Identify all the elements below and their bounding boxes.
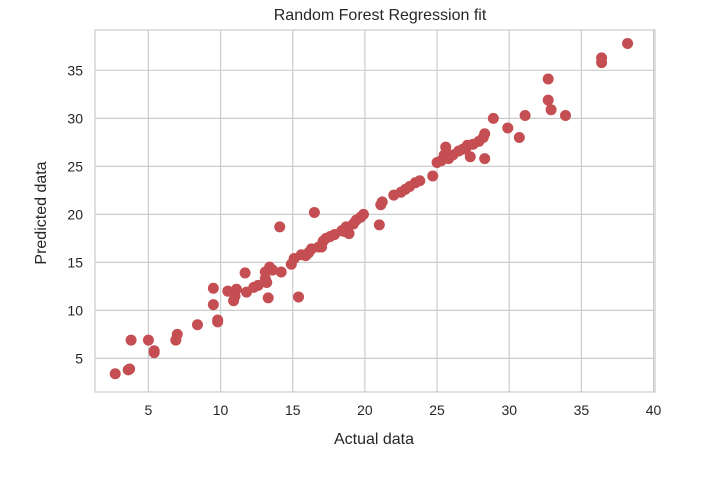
data-point	[261, 277, 273, 289]
x-tick-label: 40	[646, 402, 662, 418]
data-point	[487, 112, 499, 124]
x-tick-label: 10	[213, 402, 229, 418]
data-point	[191, 319, 203, 331]
chart-title: Random Forest Regression fit	[274, 7, 487, 24]
data-point	[513, 132, 525, 144]
data-point	[622, 37, 634, 49]
data-point	[275, 266, 287, 278]
data-point	[125, 334, 137, 346]
y-axis-label: Predicted data	[33, 161, 50, 264]
data-point	[519, 109, 531, 121]
data-point	[207, 299, 219, 311]
data-point	[542, 73, 554, 85]
x-axis-label: Actual data	[334, 431, 414, 448]
data-point	[262, 292, 274, 304]
data-point	[267, 264, 279, 276]
data-point	[502, 122, 514, 134]
data-point	[427, 170, 439, 182]
y-tick-label: 20	[67, 206, 83, 222]
data-point	[124, 363, 136, 375]
data-point	[414, 175, 426, 187]
data-point	[142, 334, 154, 346]
x-tick-label: 25	[429, 402, 445, 418]
data-point	[252, 279, 264, 291]
data-point	[479, 153, 491, 165]
x-tick-label: 20	[357, 402, 373, 418]
data-point	[376, 196, 388, 208]
x-tick-label: 5	[145, 402, 153, 418]
data-point	[545, 104, 557, 116]
data-point	[148, 347, 160, 359]
data-point	[596, 52, 608, 64]
data-point	[560, 109, 572, 121]
data-point	[542, 94, 554, 106]
x-tick-label: 35	[574, 402, 590, 418]
data-point	[357, 208, 369, 220]
data-point	[464, 151, 476, 163]
data-point	[207, 282, 219, 294]
data-point	[230, 283, 242, 295]
point-layer	[109, 37, 634, 380]
data-point	[171, 328, 183, 340]
data-point	[373, 219, 385, 231]
tick-label-layer: 5 10 15 20 25 30 35 40 5 10 15 20 25 30 35	[67, 62, 661, 418]
plot-area-frame	[94, 29, 656, 393]
x-tick-label: 15	[285, 402, 301, 418]
data-point	[440, 141, 452, 153]
y-tick-label: 10	[67, 302, 83, 318]
data-point	[293, 291, 305, 303]
data-point	[343, 228, 355, 240]
y-tick-label: 25	[67, 158, 83, 174]
data-point	[479, 128, 491, 140]
y-tick-label: 15	[67, 254, 83, 270]
data-point	[109, 368, 121, 380]
data-point	[274, 221, 286, 233]
y-tick-label: 30	[67, 110, 83, 126]
y-tick-label: 35	[67, 62, 83, 78]
y-tick-label: 5	[75, 350, 83, 366]
data-point	[308, 206, 320, 218]
x-tick-label: 30	[501, 402, 517, 418]
data-point	[212, 314, 224, 326]
data-point	[239, 267, 251, 279]
